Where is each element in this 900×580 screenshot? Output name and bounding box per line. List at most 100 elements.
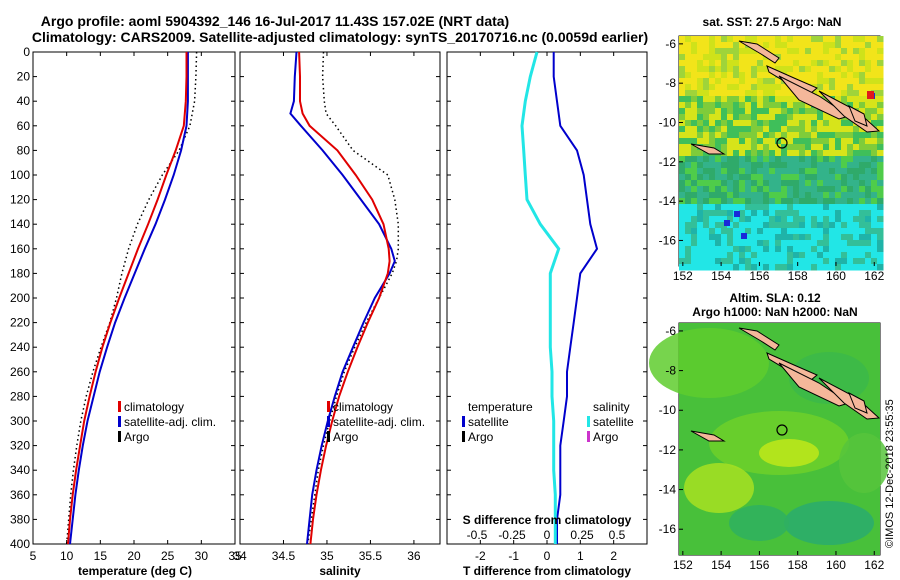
map-lon-label: 158 [788,558,808,572]
sst-cell [721,180,728,187]
sst-cell [721,234,728,241]
map-lat-label: -16 [659,233,677,247]
sst-cell [829,246,836,253]
copyright-stamp: ©IMOS 12-Dec-2018 23:55:35 [884,399,896,548]
sst-cell [781,108,788,115]
sst-cell [829,234,836,241]
sst-cell [739,258,746,265]
sst-cell [733,66,740,73]
sst-cell [775,198,782,205]
sst-cell [787,36,794,43]
y-tick-label: 140 [10,217,30,231]
sst-cell [697,96,704,103]
sst-cell [817,144,824,151]
sst-cell [775,144,782,151]
sst-cell [697,204,704,211]
sla-blob [649,328,769,398]
map-lon-label: 156 [749,558,769,572]
sst-cell [811,114,818,121]
sst-cell [703,78,710,85]
sst-cell [823,90,830,97]
sst-cell [799,258,806,265]
sst-cell [811,144,818,151]
sst-cell [715,234,722,241]
sst-cell [763,42,770,49]
sst-cell [859,66,866,73]
sst-cell [835,54,842,61]
sst-cell [751,180,758,187]
sst-cell [823,228,830,235]
sst-cell [811,54,818,61]
sst-cell [727,150,734,157]
sst-cell [739,162,746,169]
sst-cell [787,264,794,271]
sst-cell [817,174,824,181]
sst-cell [787,198,794,205]
sst-cell [775,126,782,133]
sst-cell [733,114,740,121]
sst-cell [865,234,872,241]
sst-cell [847,258,854,265]
sst-cell [775,258,782,265]
sst-cell [859,78,866,85]
sst-cell [739,192,746,199]
map-lon-label: 152 [673,269,693,283]
sst-cell [823,78,830,85]
sst-cell [721,186,728,193]
sst-cell [787,150,794,157]
sst-cell [829,72,836,79]
sst-cell [733,72,740,79]
sst-cell [781,252,788,259]
sst-cell [727,264,734,271]
sst-cell [775,156,782,163]
sst-cell [733,174,740,181]
sst-cell [679,144,686,151]
sst-cell [805,198,812,205]
x-top-tick-label: 0.25 [570,528,594,542]
sst-cell [751,240,758,247]
sst-cell [691,36,698,43]
sst-cell [853,174,860,181]
sst-cell [739,264,746,271]
sst-cell [799,192,806,199]
sst-cell [715,72,722,79]
sst-cell [745,72,752,79]
y-tick-label: 160 [10,242,30,256]
sst-cell [865,60,872,67]
sst-cell [871,156,878,163]
sst-cell [859,90,866,97]
sst-cell [697,228,704,235]
sst-cell [805,114,812,121]
t-satellite-line [552,52,599,544]
sst-cell [775,96,782,103]
sst-cell [781,60,788,67]
sst-cell [877,48,884,55]
sst-cell [751,234,758,241]
y-tick-label: 400 [10,537,30,551]
sst-cell [859,132,866,139]
sst-cell [757,108,764,115]
sst-cell [847,198,854,205]
sst-cell [841,132,848,139]
sst-cell [685,72,692,79]
sst-cell [751,120,758,127]
sst-cell [691,96,698,103]
sst-cell [877,210,884,217]
sst-cell [829,120,836,127]
sst-cell [835,78,842,85]
sst-cell [691,108,698,115]
sst-cell [691,258,698,265]
sst-cell [811,192,818,199]
sst-cell [847,168,854,175]
sst-cell [871,240,878,247]
sst-cell [745,36,752,43]
sst-cell [697,222,704,229]
sst-cell [817,246,824,253]
sst-cell [757,150,764,157]
sst-cell [769,156,776,163]
sst-cell [727,132,734,139]
sst-cell [853,150,860,157]
sst-map: 152 154 156 158 160 162 -6 -8 -10 -12 -14 -16 [659,35,885,283]
sst-cell [757,84,764,91]
sst-cell [715,186,722,193]
